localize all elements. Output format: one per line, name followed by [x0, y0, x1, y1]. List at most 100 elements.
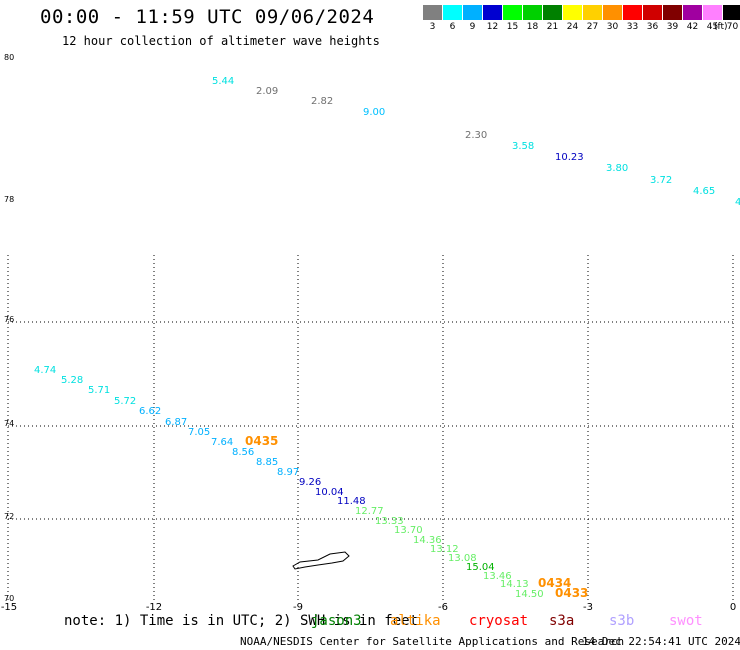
- satellite-s3a: s3a: [549, 613, 575, 629]
- wave-height-label: 3.58: [512, 141, 534, 152]
- wave-height-label: 10.04: [315, 487, 344, 498]
- lon-tick-label: -9: [293, 602, 303, 613]
- lat-tick-label: 80: [4, 53, 14, 62]
- wave-height-label: 3.72: [650, 175, 672, 186]
- legend-swatch: [443, 5, 463, 20]
- legend-swatch: [603, 5, 623, 20]
- wave-height-label: 4.65: [693, 186, 715, 197]
- wave-height-label: 13.70: [394, 525, 423, 536]
- wave-height-label: 15.04: [466, 562, 495, 573]
- wave-height-label: 4: [735, 197, 740, 208]
- lon-tick-label: -3: [583, 602, 593, 613]
- legend-swatch: [423, 5, 443, 20]
- legend-swatch: [543, 5, 563, 20]
- wave-height-label: 5.28: [61, 375, 83, 386]
- legend-swatch: [643, 5, 663, 20]
- legend-swatch: [723, 5, 740, 20]
- wave-height-label: 11.48: [337, 496, 366, 507]
- lat-tick-label: 70: [4, 594, 14, 603]
- credit-line: NOAA/NESDIS Center for Satellite Applica…: [240, 635, 625, 648]
- wave-height-label: 14.13: [500, 579, 529, 590]
- legend-label: 18: [526, 22, 539, 32]
- wave-height-label: 13.08: [448, 553, 477, 564]
- generated-timestamp: 14 Dec 22:54:41 UTC 2024: [582, 635, 740, 648]
- wave-height-label: 5.72: [114, 396, 136, 407]
- legend-label: 39: [666, 22, 679, 32]
- lon-tick-label: -12: [146, 602, 162, 613]
- legend-label: 33: [626, 22, 639, 32]
- legend-swatch: [663, 5, 683, 20]
- wave-height-label: 14.50: [515, 589, 544, 600]
- wave-height-label: 0434: [538, 576, 571, 590]
- legend-swatch: [483, 5, 503, 20]
- footer-note: note: 1) Time is in UTC; 2) SWH is in fe…: [64, 613, 419, 629]
- legend-label: 3: [429, 22, 436, 32]
- legend-label: 45: [706, 22, 719, 32]
- legend-label: 12: [486, 22, 499, 32]
- wave-height-label: 8.56: [232, 447, 254, 458]
- satellite-swot: swot: [669, 613, 703, 629]
- wave-height-label: 13.12: [430, 544, 459, 555]
- legend-label: 6: [449, 22, 456, 32]
- wave-height-label: 5.71: [88, 385, 110, 396]
- lon-tick-labels: -15 -12 -9 -6 -3 0: [1, 602, 736, 613]
- lat-tick-label: 76: [4, 315, 14, 324]
- wave-height-label: 8.97: [277, 467, 299, 478]
- lon-tick-label: -6: [438, 602, 448, 613]
- lon-tick-label: -15: [1, 602, 17, 613]
- wave-height-label: 2.82: [311, 96, 333, 107]
- color-legend: [423, 5, 740, 21]
- wave-height-label: 13.33: [375, 516, 404, 527]
- lat-tick-label: 74: [4, 419, 14, 428]
- wave-height-label: 14.36: [413, 535, 442, 546]
- page-title: 00:00 - 11:59 UTC 09/06/2024: [40, 6, 375, 28]
- legend-label: 70: [726, 22, 739, 32]
- legend-label: 24: [566, 22, 579, 32]
- lat-tick-label: 78: [4, 195, 14, 204]
- wave-height-label: 3.80: [606, 163, 628, 174]
- legend-label: 30: [606, 22, 619, 32]
- observation-labels: 5.44 2.09 2.82 9.00 2.30 3.58 10.23 3.80 3.72 4.6…: [34, 76, 740, 600]
- satellite-s3b: s3b: [609, 613, 635, 629]
- page-subtitle: 12 hour collection of altimeter wave hei…: [62, 34, 380, 48]
- wave-height-label: 10.23: [555, 152, 584, 163]
- wave-height-label: 6.62: [139, 406, 161, 417]
- satellite-cryosat: cryosat: [469, 613, 529, 629]
- wave-height-label: 4.74: [34, 365, 56, 376]
- lat-tick-label: 72: [4, 512, 14, 521]
- legend-swatch: [623, 5, 643, 20]
- legend-swatch: [583, 5, 603, 20]
- wave-height-label: 9.00: [363, 107, 385, 118]
- wave-height-label: 7.64: [211, 437, 233, 448]
- legend-swatch: [503, 5, 523, 20]
- wave-height-label: 2.09: [256, 86, 278, 97]
- wave-height-label: 2.30: [465, 130, 487, 141]
- legend-unit: (ft): [714, 22, 728, 32]
- legend-label: 15: [506, 22, 519, 32]
- wave-height-label: 12.77: [355, 506, 384, 517]
- satellite-altika: altika: [390, 613, 441, 629]
- legend-label: 36: [646, 22, 659, 32]
- legend-swatch: [463, 5, 483, 20]
- wave-height-label: 0433: [555, 586, 588, 600]
- legend-swatch: [523, 5, 543, 20]
- legend-swatch: [563, 5, 583, 20]
- wave-height-label: 6.87: [165, 417, 187, 428]
- legend-label: 27: [586, 22, 599, 32]
- legend-swatch: [703, 5, 723, 20]
- jan-mayen-island: [292, 551, 350, 570]
- wave-height-label: 9.26: [299, 477, 321, 488]
- wave-height-label: 8.85: [256, 457, 278, 468]
- satellite-jason3: jason3: [311, 613, 362, 629]
- lon-tick-label: 0: [730, 602, 736, 613]
- legend-swatch: [683, 5, 703, 20]
- legend-label: 21: [546, 22, 559, 32]
- wave-height-label: 0435: [245, 434, 278, 448]
- legend-label: 9: [469, 22, 476, 32]
- graticule: [7, 255, 734, 600]
- wave-height-label: 5.44: [212, 76, 234, 87]
- lat-tick-labels: 80 78 76 74 72 70: [4, 53, 14, 603]
- wave-height-label: 7.05: [188, 427, 210, 438]
- wave-height-label: 13.46: [483, 571, 512, 582]
